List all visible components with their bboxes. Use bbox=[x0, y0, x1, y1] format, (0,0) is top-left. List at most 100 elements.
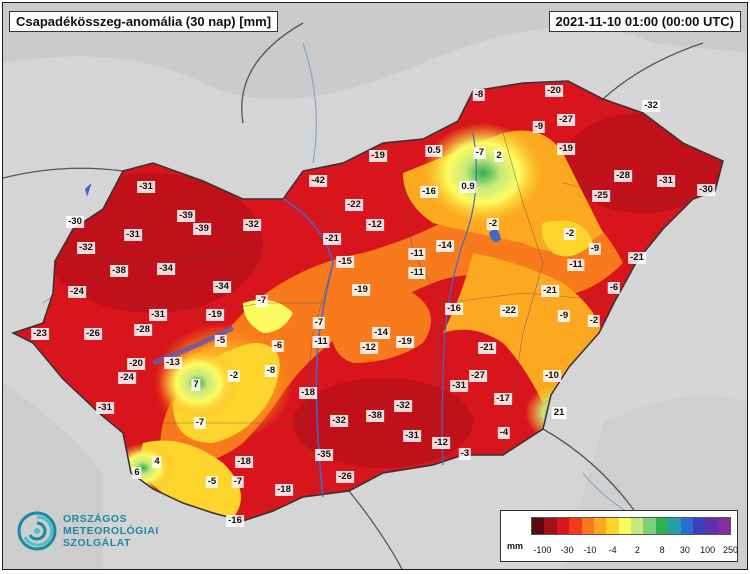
anomaly-value-label: 0.5 bbox=[425, 145, 443, 157]
anomaly-value-label: -13 bbox=[164, 357, 182, 369]
anomaly-value-label: -28 bbox=[614, 170, 632, 182]
logo-text: ORSZÁGOS METEOROLÓGIAI SZOLGÁLAT bbox=[63, 513, 159, 549]
anomaly-value-label: -32 bbox=[394, 400, 412, 412]
anomaly-value-label: -16 bbox=[445, 303, 463, 315]
anomaly-value-label: -2 bbox=[486, 218, 500, 230]
legend-swatch bbox=[717, 518, 730, 534]
logo-line-2: METEOROLÓGIAI bbox=[63, 525, 159, 537]
anomaly-value-label: -39 bbox=[177, 210, 195, 222]
anomaly-value-label: -18 bbox=[299, 387, 317, 399]
anomaly-value-label: -34 bbox=[213, 281, 231, 293]
anomaly-value-label: -11 bbox=[567, 259, 585, 271]
anomaly-value-label: -14 bbox=[436, 240, 454, 252]
anomaly-value-label: -6 bbox=[607, 282, 621, 294]
anomaly-value-label: -35 bbox=[315, 449, 333, 461]
legend-tick-label: 2 bbox=[634, 545, 640, 555]
anomaly-value-label: -31 bbox=[450, 380, 468, 392]
anomaly-value-label: -4 bbox=[497, 427, 511, 439]
legend-swatch bbox=[631, 518, 644, 534]
anomaly-value-label: -23 bbox=[31, 328, 49, 340]
anomaly-value-label: -42 bbox=[309, 175, 327, 187]
anomaly-value-label: -9 bbox=[557, 310, 571, 322]
anomaly-value-label: -7 bbox=[193, 417, 207, 429]
anomaly-value-label: -19 bbox=[396, 336, 414, 348]
anomaly-value-label: -2 bbox=[563, 228, 577, 240]
anomaly-value-label: -7 bbox=[231, 476, 245, 488]
anomaly-value-label: -38 bbox=[366, 410, 384, 422]
logo-line-3: SZOLGÁLAT bbox=[63, 537, 131, 549]
legend-tick-label: 100 bbox=[700, 545, 716, 555]
anomaly-value-label: -38 bbox=[110, 265, 128, 277]
anomaly-value-label: -19 bbox=[352, 284, 370, 296]
anomaly-value-label: -31 bbox=[124, 229, 142, 241]
anomaly-value-label: 6 bbox=[132, 467, 142, 479]
anomaly-value-label: 2 bbox=[494, 150, 504, 162]
legend-swatch bbox=[692, 518, 706, 534]
anomaly-value-label: -5 bbox=[214, 335, 228, 347]
legend-swatch bbox=[643, 518, 656, 534]
legend-tick-label: 250 bbox=[722, 545, 739, 555]
anomaly-value-label: -31 bbox=[403, 430, 421, 442]
anomaly-value-label: -21 bbox=[628, 252, 646, 264]
anomaly-value-label: -25 bbox=[592, 190, 610, 202]
anomaly-value-label: -19 bbox=[369, 150, 387, 162]
anomaly-value-label: -7 bbox=[473, 147, 487, 159]
legend-tick-label: -10 bbox=[583, 545, 597, 555]
anomaly-value-label: -21 bbox=[541, 285, 559, 297]
anomaly-value-label: -20 bbox=[127, 358, 145, 370]
anomaly-value-label: -12 bbox=[360, 342, 378, 354]
anomaly-value-label: -39 bbox=[193, 223, 211, 235]
legend-swatch bbox=[569, 518, 582, 534]
anomaly-value-label: -31 bbox=[149, 309, 167, 321]
anomaly-value-label: 4 bbox=[152, 456, 162, 468]
legend-swatch bbox=[556, 518, 570, 534]
legend-swatch bbox=[655, 518, 669, 534]
legend-tick-label: -30 bbox=[560, 545, 574, 555]
legend-unit: mm bbox=[507, 541, 524, 551]
legend-swatch bbox=[705, 518, 718, 534]
anomaly-value-label: -31 bbox=[137, 181, 155, 193]
anomaly-value-label: -22 bbox=[500, 305, 518, 317]
anomaly-value-label: -6 bbox=[271, 340, 285, 352]
anomaly-value-label: -12 bbox=[432, 437, 450, 449]
anomaly-value-label: -31 bbox=[657, 175, 675, 187]
anomaly-value-label: -3 bbox=[458, 448, 472, 460]
anomaly-value-label: -30 bbox=[697, 184, 715, 196]
anomaly-value-label: -11 bbox=[312, 336, 330, 348]
anomaly-value-label: 0.9 bbox=[459, 181, 477, 193]
anomaly-value-label: -24 bbox=[118, 372, 136, 384]
anomaly-value-label: -16 bbox=[420, 186, 438, 198]
anomaly-value-label: -8 bbox=[472, 89, 486, 101]
legend: mm -100 -30 -10 -4 2 8 30 100 250 bbox=[500, 510, 738, 562]
anomaly-value-label: -32 bbox=[330, 415, 348, 427]
anomaly-value-label: -16 bbox=[226, 515, 244, 527]
spiral-icon bbox=[17, 511, 57, 551]
anomaly-value-label: -30 bbox=[66, 216, 84, 228]
anomaly-value-label: -12 bbox=[366, 219, 384, 231]
anomaly-value-label: -32 bbox=[642, 100, 660, 112]
omsz-logo: ORSZÁGOS METEOROLÓGIAI SZOLGÁLAT bbox=[15, 509, 165, 559]
anomaly-value-label: -32 bbox=[243, 219, 261, 231]
anomaly-value-label: -9 bbox=[532, 121, 546, 133]
anomaly-value-label: -19 bbox=[206, 309, 224, 321]
legend-swatch bbox=[581, 518, 594, 534]
anomaly-value-label: -28 bbox=[134, 324, 152, 336]
anomaly-value-label: -22 bbox=[345, 199, 363, 211]
anomaly-value-label: -32 bbox=[77, 242, 95, 254]
anomaly-value-label: -15 bbox=[336, 256, 354, 268]
anomaly-value-label: -31 bbox=[96, 402, 114, 414]
anomaly-value-label: -21 bbox=[323, 233, 341, 245]
anomaly-value-label: -9 bbox=[588, 243, 602, 255]
legend-swatch bbox=[593, 518, 607, 534]
anomaly-value-label: -5 bbox=[205, 476, 219, 488]
anomaly-value-label: 21 bbox=[551, 407, 567, 419]
legend-swatch bbox=[532, 518, 545, 534]
anomaly-value-label: -24 bbox=[68, 286, 86, 298]
anomaly-value-label: -2 bbox=[227, 370, 241, 382]
anomaly-value-label: -7 bbox=[255, 295, 269, 307]
anomaly-value-label: -7 bbox=[312, 317, 326, 329]
anomaly-value-label: -11 bbox=[408, 267, 426, 279]
anomaly-value-label: -10 bbox=[543, 370, 561, 382]
logo-line-1: ORSZÁGOS bbox=[63, 513, 128, 525]
